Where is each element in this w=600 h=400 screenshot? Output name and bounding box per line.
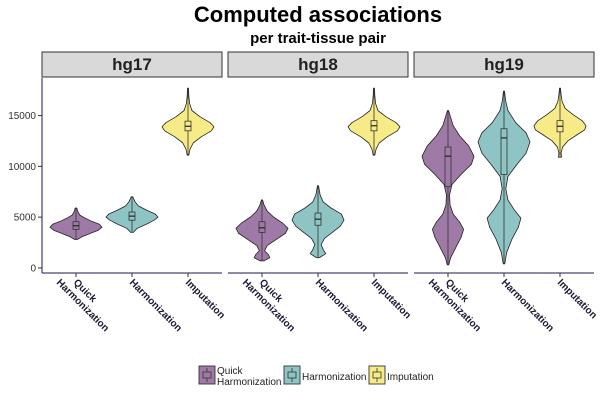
chart-title: Computed associations [194,2,442,27]
legend-label: Imputation [387,372,434,383]
panel-strip-label: hg19 [484,55,524,74]
violin-box [258,221,266,233]
legend-key-box [202,371,212,379]
x-tick-label: Imputation [555,277,599,321]
x-tick-label: Harmonization [313,277,370,334]
chart-subtitle: per trait-tissue pair [250,30,386,47]
legend: Quick Harmonization Harmonization Imputatio… [198,365,434,388]
legend-label: Quick Harmonization [217,366,281,388]
legend-key-box [287,371,297,379]
legend-label: Harmonization [302,372,366,383]
x-tick-label: QuickHarmonization [240,269,305,334]
panel-hg18: hg18 QuickHarmonization Harmonization Imput… [227,51,413,334]
violin-box [444,146,452,188]
y-tick-label: 0 [30,263,36,274]
legend-item: Imputation [368,365,434,385]
panel-strip [413,51,595,78]
x-tick-label: QuickHarmonization [426,269,491,334]
legend-item: Harmonization [283,365,366,385]
y-tick-label: 5000 [14,213,37,224]
panel-strip [227,51,409,78]
panel-hg17: hg17 QuickHarmonization Harmonization Imput… [41,51,227,334]
legend-key-box [372,371,382,379]
panel-strip [41,51,223,78]
violin-box [500,128,508,175]
x-tick-label: QuickHarmonization [54,269,119,334]
x-tick-label: Harmonization [499,277,556,334]
panel-strip-label: hg17 [112,55,152,74]
panel-strip-label: hg18 [298,55,338,74]
x-tick-label: Imputation [369,277,413,321]
y-tick-label: 15000 [8,111,36,122]
panel-hg19: hg19 QuickHarmonization Harmonization Imput… [413,51,599,334]
x-tick-label: Harmonization [127,277,184,334]
legend-item: Quick Harmonization [198,365,281,388]
y-tick-label: 10000 [8,162,36,173]
x-tick-label: Imputation [183,277,227,321]
